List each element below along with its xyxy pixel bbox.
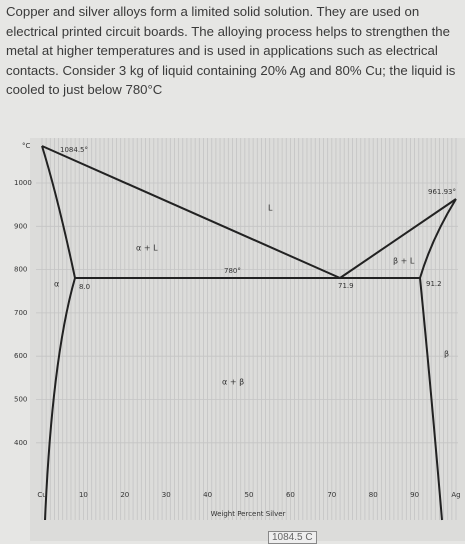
annotation: 1084.5° (60, 146, 88, 154)
x-tick-label: 80 (369, 491, 378, 499)
annotation: 961.93° (428, 188, 456, 196)
region-label: L (268, 204, 273, 213)
solidus-beta (419, 198, 457, 279)
y-tick-label: 600 (14, 352, 27, 360)
y-tick-label: 1000 (14, 179, 32, 187)
liquidus-alpha (41, 145, 341, 279)
x-tick-label: Ag (451, 491, 460, 499)
x-tick-label: 40 (203, 491, 212, 499)
solvus-beta (419, 277, 443, 521)
x-tick-label: 10 (79, 491, 88, 499)
region-label: β (444, 350, 449, 359)
annotation: 91.2 (426, 280, 442, 288)
annotation: 8.0 (79, 283, 90, 291)
y-tick-label: 700 (14, 309, 27, 317)
region-label: α (54, 280, 59, 289)
x-tick-label: 70 (327, 491, 336, 499)
temperature-unit: °C (22, 142, 31, 150)
x-tick-label: Cu (37, 491, 46, 499)
x-tick-label: 30 (162, 491, 171, 499)
y-tick-label: 400 (14, 439, 27, 447)
region-label: α + β (222, 378, 244, 387)
x-tick-label: 90 (410, 491, 419, 499)
phase-diagram: °C 1084.5° 961.93° 780° 8.0 71.9 91.2 L … (14, 138, 465, 541)
y-tick-label: 500 (14, 396, 27, 404)
annotation: 71.9 (338, 282, 354, 290)
solidus-alpha (41, 145, 76, 279)
solvus-alpha (44, 277, 76, 521)
region-label: β + L (393, 257, 415, 266)
y-tick-label: 900 (14, 222, 27, 230)
region-label: α + L (136, 244, 158, 253)
x-tick-label: 60 (286, 491, 295, 499)
x-tick-label: 20 (120, 491, 129, 499)
diagram-background (30, 138, 465, 541)
x-tick-label: 50 (245, 491, 254, 499)
grid (36, 138, 458, 520)
y-tick-label: 800 (14, 266, 27, 274)
x-axis-title: Weight Percent Silver (211, 510, 286, 518)
cropped-text: 1084.5 C (268, 531, 317, 544)
question-text: Copper and silver alloys form a limited … (6, 4, 456, 97)
liquidus-beta (339, 198, 457, 279)
annotation: 780° (224, 267, 241, 275)
